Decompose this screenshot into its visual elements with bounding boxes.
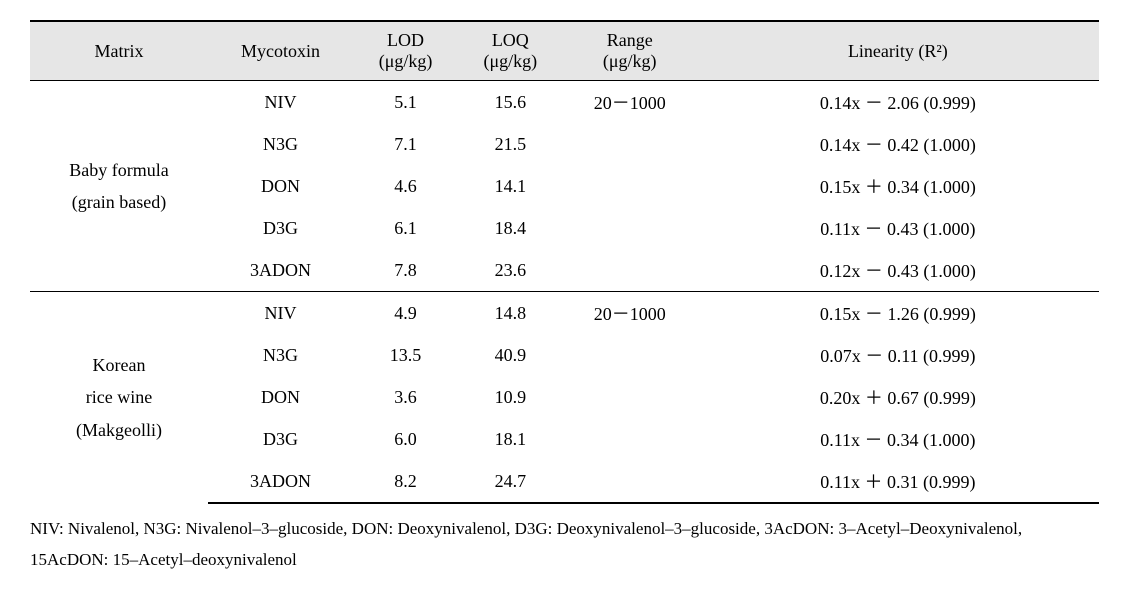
col-range: Range(μg/kg) [563,21,697,81]
cell-linearity: 0.12x － 0.43 (1.000) [697,249,1099,292]
cell-lod: 8.2 [353,460,458,503]
cell-lod: 4.6 [353,165,458,207]
cell-loq: 40.9 [458,334,563,376]
cell-lod: 6.1 [353,207,458,249]
cell-lod: 13.5 [353,334,458,376]
cell-loq: 14.8 [458,292,563,335]
cell-linearity: 0.11x － 0.34 (1.000) [697,418,1099,460]
cell-mycotoxin: NIV [208,81,353,124]
cell-lod: 4.9 [353,292,458,335]
cell-range [563,165,697,207]
cell-mycotoxin: DON [208,376,353,418]
cell-linearity: 0.11x ＋ 0.31 (0.999) [697,460,1099,503]
cell-range: 20－1000 [563,292,697,335]
cell-linearity: 0.11x － 0.43 (1.000) [697,207,1099,249]
cell-linearity: 0.14x － 2.06 (0.999) [697,81,1099,124]
cell-range [563,460,697,503]
header-row: Matrix Mycotoxin LOD(μg/kg) LOQ(μg/kg) R… [30,21,1099,81]
cell-lod: 7.1 [353,123,458,165]
cell-linearity: 0.15x ＋ 0.34 (1.000) [697,165,1099,207]
cell-lod: 5.1 [353,81,458,124]
cell-loq: 14.1 [458,165,563,207]
col-matrix: Matrix [30,21,208,81]
cell-loq: 18.1 [458,418,563,460]
cell-mycotoxin: DON [208,165,353,207]
matrix-label-1: Baby formula (grain based) [30,81,208,292]
cell-range [563,249,697,292]
cell-loq: 24.7 [458,460,563,503]
cell-linearity: 0.14x － 0.42 (1.000) [697,123,1099,165]
cell-lod: 7.8 [353,249,458,292]
cell-lod: 3.6 [353,376,458,418]
cell-mycotoxin: D3G [208,207,353,249]
cell-mycotoxin: N3G [208,123,353,165]
cell-mycotoxin: D3G [208,418,353,460]
cell-range [563,418,697,460]
cell-mycotoxin: 3ADON [208,460,353,503]
cell-loq: 23.6 [458,249,563,292]
table-row: Korean rice wine (Makgeolli) NIV 4.9 14.… [30,292,1099,335]
cell-linearity: 0.20x ＋ 0.67 (0.999) [697,376,1099,418]
mycotoxin-table: Matrix Mycotoxin LOD(μg/kg) LOQ(μg/kg) R… [30,20,1099,504]
col-linearity: Linearity (R²) [697,21,1099,81]
col-mycotoxin: Mycotoxin [208,21,353,81]
cell-range [563,376,697,418]
cell-linearity: 0.15x － 1.26 (0.999) [697,292,1099,335]
cell-lod: 6.0 [353,418,458,460]
table-row: Baby formula (grain based) NIV 5.1 15.6 … [30,81,1099,124]
col-lod: LOD(μg/kg) [353,21,458,81]
cell-mycotoxin: NIV [208,292,353,335]
cell-loq: 21.5 [458,123,563,165]
cell-range [563,123,697,165]
matrix-label-2: Korean rice wine (Makgeolli) [30,292,208,504]
cell-range: 20－1000 [563,81,697,124]
cell-mycotoxin: N3G [208,334,353,376]
cell-loq: 18.4 [458,207,563,249]
footnote: NIV: Nivalenol, N3G: Nivalenol–3–glucosi… [30,514,1099,575]
cell-loq: 15.6 [458,81,563,124]
cell-linearity: 0.07x － 0.11 (0.999) [697,334,1099,376]
col-loq: LOQ(μg/kg) [458,21,563,81]
cell-range [563,334,697,376]
cell-range [563,207,697,249]
cell-loq: 10.9 [458,376,563,418]
cell-mycotoxin: 3ADON [208,249,353,292]
